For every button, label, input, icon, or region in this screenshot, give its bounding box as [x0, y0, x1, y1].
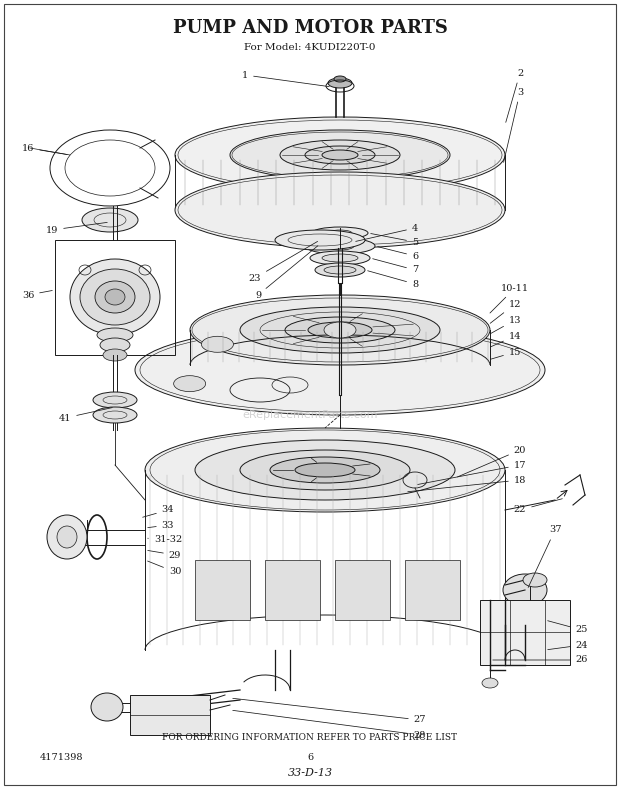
Ellipse shape: [105, 289, 125, 305]
Ellipse shape: [135, 325, 545, 415]
Text: 28: 28: [232, 710, 426, 739]
Ellipse shape: [322, 254, 358, 262]
Ellipse shape: [503, 574, 547, 606]
Ellipse shape: [328, 78, 352, 88]
Ellipse shape: [195, 440, 455, 500]
Text: 30: 30: [148, 561, 181, 577]
Text: 8: 8: [368, 271, 418, 289]
Text: 25: 25: [547, 621, 588, 634]
Text: PUMP AND MOTOR PARTS: PUMP AND MOTOR PARTS: [172, 19, 448, 37]
Ellipse shape: [310, 251, 370, 265]
Text: 14: 14: [490, 331, 521, 347]
Ellipse shape: [175, 117, 505, 193]
Ellipse shape: [322, 150, 358, 160]
Text: 12: 12: [490, 300, 521, 323]
Ellipse shape: [93, 407, 137, 423]
Ellipse shape: [328, 230, 352, 236]
Ellipse shape: [325, 326, 355, 334]
Ellipse shape: [97, 328, 133, 342]
Text: 9: 9: [255, 245, 318, 300]
Text: 1: 1: [242, 70, 329, 87]
Ellipse shape: [280, 140, 400, 170]
Text: 29: 29: [148, 551, 181, 559]
Text: 16: 16: [22, 144, 67, 155]
Ellipse shape: [305, 238, 375, 254]
Text: 36: 36: [22, 290, 52, 300]
Ellipse shape: [190, 295, 490, 365]
Ellipse shape: [70, 259, 160, 335]
Ellipse shape: [315, 263, 365, 277]
Text: 26: 26: [493, 656, 588, 664]
Text: 41: 41: [59, 408, 112, 422]
Bar: [195, 560, 250, 620]
Ellipse shape: [312, 227, 368, 239]
Ellipse shape: [240, 307, 440, 353]
Text: 4: 4: [356, 223, 418, 241]
Ellipse shape: [100, 338, 130, 352]
Bar: [55, 240, 175, 355]
Text: 31-32: 31-32: [148, 536, 182, 544]
Ellipse shape: [285, 317, 395, 343]
Text: 6: 6: [378, 247, 418, 260]
Ellipse shape: [174, 376, 206, 391]
Text: 20: 20: [458, 446, 526, 477]
Ellipse shape: [93, 392, 137, 408]
Text: 37: 37: [528, 525, 561, 588]
Ellipse shape: [80, 269, 150, 325]
Ellipse shape: [295, 463, 355, 477]
Ellipse shape: [103, 349, 127, 361]
Ellipse shape: [523, 573, 547, 587]
Bar: [405, 560, 460, 620]
Ellipse shape: [482, 678, 498, 688]
Ellipse shape: [324, 322, 356, 338]
Text: 22: 22: [514, 499, 562, 514]
Text: 4171398: 4171398: [40, 753, 84, 761]
Text: 19: 19: [46, 222, 107, 234]
Ellipse shape: [230, 130, 450, 180]
Ellipse shape: [95, 281, 135, 313]
Ellipse shape: [270, 457, 380, 483]
Text: 18: 18: [408, 476, 526, 492]
Text: FOR ORDERING INFORMATION REFER TO PARTS PRICE LIST: FOR ORDERING INFORMATION REFER TO PARTS …: [162, 734, 458, 742]
Ellipse shape: [240, 450, 410, 490]
Text: 7: 7: [373, 259, 418, 275]
Ellipse shape: [145, 428, 505, 512]
Ellipse shape: [326, 242, 354, 250]
Bar: [480, 600, 570, 665]
Text: 33-D-13: 33-D-13: [288, 768, 332, 778]
Ellipse shape: [308, 322, 372, 338]
Text: 15: 15: [490, 347, 521, 359]
Text: For Model: 4KUDI220T-0: For Model: 4KUDI220T-0: [244, 43, 376, 51]
Ellipse shape: [47, 515, 87, 559]
Bar: [335, 560, 390, 620]
Ellipse shape: [82, 208, 138, 232]
Ellipse shape: [57, 526, 77, 548]
Ellipse shape: [324, 266, 356, 274]
Text: 17: 17: [418, 461, 526, 484]
Text: 5: 5: [371, 234, 418, 246]
Ellipse shape: [334, 76, 346, 82]
Text: eReplacementParts.com: eReplacementParts.com: [242, 410, 378, 420]
Bar: [265, 560, 320, 620]
Text: 10-11: 10-11: [490, 283, 529, 313]
Text: 24: 24: [547, 641, 588, 649]
Text: 13: 13: [490, 316, 521, 334]
Text: 23: 23: [249, 241, 317, 282]
Text: 2: 2: [506, 69, 523, 122]
Bar: [130, 695, 210, 735]
Ellipse shape: [202, 336, 234, 352]
Text: 34: 34: [143, 506, 174, 518]
Ellipse shape: [305, 146, 375, 164]
Ellipse shape: [175, 172, 505, 248]
Ellipse shape: [91, 693, 123, 721]
Text: 33: 33: [148, 521, 174, 529]
Text: 6: 6: [307, 753, 313, 761]
Text: 3: 3: [503, 88, 523, 163]
Ellipse shape: [275, 230, 365, 250]
Text: 27: 27: [232, 698, 427, 724]
